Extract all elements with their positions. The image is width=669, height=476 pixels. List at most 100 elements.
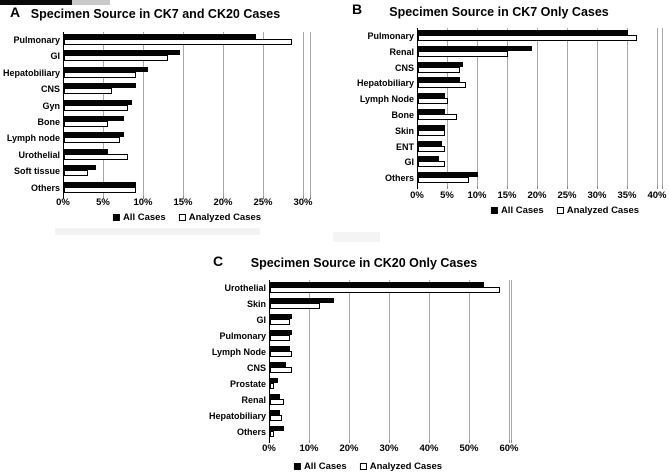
bar-analyzed-cases [418, 82, 466, 89]
category-label: Hepatobiliary [2, 67, 60, 78]
category-label: Pulmonary [13, 35, 60, 45]
open-square-icon [556, 207, 564, 214]
bar-all-cases [418, 45, 532, 51]
axis-tick-label: 30% [379, 443, 399, 454]
bar-analyzed-cases [418, 161, 445, 168]
bar-analyzed-cases [418, 98, 448, 105]
bar-analyzed-cases [64, 137, 120, 144]
bar-all-cases [270, 330, 292, 335]
bar-all-cases [418, 30, 628, 35]
bar-analyzed-cases [64, 39, 292, 45]
category-label: Skin [246, 299, 266, 309]
gridline [567, 28, 568, 188]
bar-all-cases [418, 156, 439, 162]
category-label: Soft tissue [13, 166, 60, 177]
bar-all-cases [270, 282, 484, 287]
bar-all-cases [64, 165, 96, 171]
bar-all-cases [418, 109, 445, 114]
chart-panel-c: C Specimen Source in CK20 Only Cases All… [209, 250, 519, 476]
bar-analyzed-cases [418, 114, 457, 120]
plot-area [63, 32, 311, 199]
axis-tick [657, 186, 658, 189]
axis-tick [469, 440, 470, 443]
bar-analyzed-cases [270, 383, 274, 389]
legend-item-analyzed-cases: Analyzed Cases [556, 205, 639, 216]
filled-square-icon [490, 207, 498, 214]
gridline [447, 28, 448, 188]
filled-square-icon [112, 214, 120, 221]
axis-tick-label: 5% [96, 197, 110, 208]
axis-tick-label: 10% [299, 443, 319, 454]
filled-square-icon [293, 463, 301, 470]
category-label: Urothelial [224, 283, 266, 293]
chart-title: Specimen Source in CK7 and CK20 Cases [30, 7, 281, 21]
legend-item-analyzed-cases: Analyzed Cases [178, 212, 261, 223]
bar-all-cases [418, 93, 445, 99]
axis-tick [303, 196, 304, 199]
category-label: GI [50, 51, 60, 62]
category-label: Lymph Node [211, 347, 266, 357]
chart-panel-b: B Specimen Source in CK7 Only Cases All … [335, 0, 667, 224]
bar-all-cases [418, 124, 445, 130]
axis-tick [447, 186, 448, 189]
gridline [477, 28, 478, 188]
axis-tick [310, 196, 311, 199]
bar-all-cases [418, 77, 460, 83]
legend-label: All Cases [122, 212, 166, 223]
bar-analyzed-cases [270, 399, 284, 405]
axis-tick [537, 186, 538, 189]
bar-all-cases [270, 314, 292, 319]
gridline [429, 280, 430, 442]
bar-analyzed-cases [64, 121, 108, 127]
category-label: Prostate [229, 379, 266, 389]
axis-tick-label: 5% [440, 190, 454, 201]
bar-analyzed-cases [270, 351, 292, 357]
panel-letter: C [213, 253, 224, 269]
category-label: ENT [396, 141, 414, 152]
chart-legend: All Cases Analyzed Cases [490, 205, 639, 216]
axis-tick-label: 10% [467, 190, 487, 201]
bar-analyzed-cases [64, 55, 168, 62]
category-label: Lymph node [6, 133, 60, 144]
category-label: Lymph Node [359, 94, 414, 105]
legend-item-all-cases: All Cases [293, 461, 347, 472]
gridline [223, 32, 224, 198]
chart-legend: All Cases Analyzed Cases [112, 212, 261, 223]
category-label: Urothelial [18, 149, 60, 160]
bar-analyzed-cases [64, 88, 112, 95]
bar-all-cases [418, 61, 463, 67]
open-square-icon [359, 463, 367, 470]
axis-tick-label: 60% [499, 443, 519, 454]
category-label: Skin [394, 125, 414, 136]
category-label: Bone [391, 110, 415, 120]
axis-tick-label: 0% [56, 197, 70, 208]
bar-analyzed-cases [418, 129, 445, 136]
gridline [627, 28, 628, 188]
legend-label: Analyzed Cases [369, 461, 443, 472]
gridline [143, 32, 144, 198]
legend-item-analyzed-cases: Analyzed Cases [359, 461, 443, 472]
axis-tick [662, 186, 663, 189]
axis-tick-label: 0% [262, 443, 276, 454]
category-label: Bone [37, 117, 61, 127]
gridline [349, 280, 350, 442]
bar-all-cases [270, 378, 278, 383]
legend-label: All Cases [303, 461, 347, 472]
axis-tick-label: 30% [293, 197, 313, 208]
bar-analyzed-cases [270, 319, 290, 325]
bar-all-cases [418, 172, 478, 178]
axis-tick [309, 440, 310, 443]
bar-analyzed-cases [64, 170, 88, 177]
chart-title: Specimen Source in CK20 Only Cases [250, 256, 478, 270]
bar-all-cases [64, 50, 180, 56]
axis-tick [103, 196, 104, 199]
axis-tick [507, 186, 508, 189]
bar-all-cases [64, 181, 136, 187]
scan-artifact [55, 228, 260, 235]
bar-analyzed-cases [270, 287, 500, 293]
bar-analyzed-cases [418, 66, 460, 73]
bar-analyzed-cases [418, 177, 469, 184]
bar-all-cases [64, 132, 124, 138]
panel-letter: A [10, 4, 21, 20]
plot-area [417, 28, 663, 189]
